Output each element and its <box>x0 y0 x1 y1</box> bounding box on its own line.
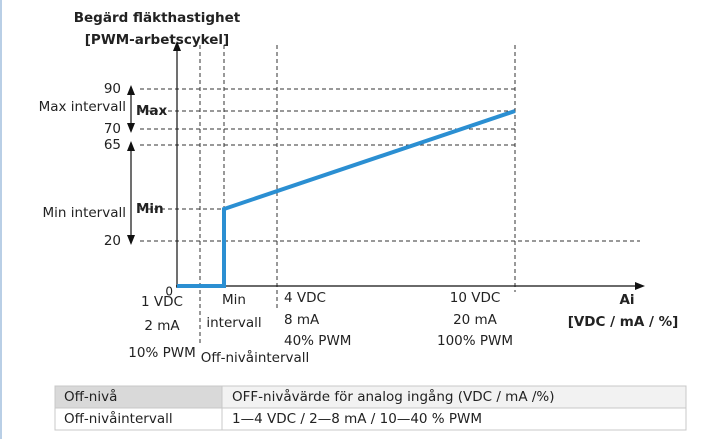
interval-min: Min intervall <box>43 205 126 221</box>
x-label: 2 mA <box>144 318 180 334</box>
level-min: Min <box>136 201 164 217</box>
y-tick: 65 <box>104 137 121 153</box>
y-tick: 90 <box>104 81 121 97</box>
x-label: intervall <box>206 315 261 331</box>
y-tick: 70 <box>104 121 121 137</box>
x-label: 4 VDC <box>284 290 326 306</box>
x-label: 20 mA <box>453 312 498 328</box>
x-label: 8 mA <box>284 312 320 328</box>
y-tick: 0 <box>165 285 173 299</box>
title-line2: [PWM-arbetscykel] <box>85 32 229 48</box>
level-max: Max <box>136 103 168 119</box>
table-cell: Off-nivå <box>64 388 117 405</box>
interval-max: Max intervall <box>39 99 126 115</box>
x-title: [VDC / mA / %] <box>568 314 679 330</box>
table-cell: Off-nivåintervall <box>64 410 173 427</box>
x-label: 1 VDC <box>141 294 183 310</box>
x-label: Min <box>222 292 246 308</box>
x-title: Ai <box>619 292 634 308</box>
x-label: 40% PWM <box>284 333 351 349</box>
axes <box>173 41 645 290</box>
title-line1: Begärd fläkthastighet <box>74 10 241 26</box>
table-cell: 1—4 VDC / 2—8 mA / 10—40 % PWM <box>232 411 482 427</box>
x-label: 10 VDC <box>450 290 501 306</box>
y-tick: 20 <box>104 233 121 249</box>
left-border <box>0 0 2 439</box>
table-cell: OFF-nivåvärde för analog ingång (VDC / m… <box>232 388 555 405</box>
x-label: 100% PWM <box>437 333 513 349</box>
curve <box>177 109 516 288</box>
x-label: 10% PWM <box>128 345 195 361</box>
table: Off-nivå OFF-nivåvärde för analog ingång… <box>54 385 687 431</box>
off-interval: Off-nivåintervall <box>201 349 310 366</box>
guides <box>140 45 640 345</box>
